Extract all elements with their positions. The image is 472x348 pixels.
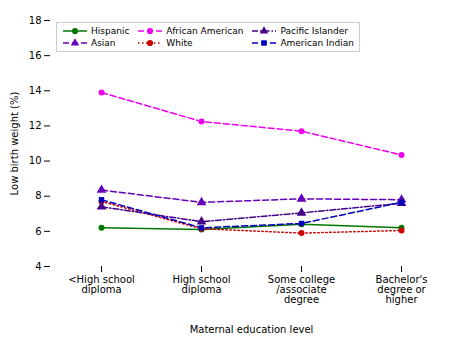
svg-text:<High schooldiploma: <High schooldiploma [68,274,135,295]
svg-text:10: 10 [29,155,42,166]
svg-text:4: 4 [35,261,41,272]
svg-text:18: 18 [29,15,42,26]
html-text:Hispanic: Hispanic [91,26,130,36]
svg-text:14: 14 [29,85,42,96]
svg-text:8: 8 [35,190,41,201]
html-text:Asian: Asian [91,38,116,48]
svg-text:Some college/associatedegree: Some college/associatedegree [268,274,335,305]
svg-text:12: 12 [29,120,42,131]
svg-text:High schooldiploma: High schooldiploma [172,274,230,295]
html-text:White: White [166,38,193,48]
html-text:Pacific Islander: Pacific Islander [280,26,348,36]
svg-text:Maternal education level: Maternal education level [190,324,314,335]
svg-text:Low birth weight (%): Low birth weight (%) [9,92,20,196]
html-text:American Indian: American Indian [280,38,354,48]
svg-text:6: 6 [35,226,41,237]
html-text:African American: African American [166,26,244,36]
svg-text:Bachelor'sdegree orhigher: Bachelor'sdegree orhigher [376,274,428,305]
svg-text:16: 16 [29,50,42,61]
